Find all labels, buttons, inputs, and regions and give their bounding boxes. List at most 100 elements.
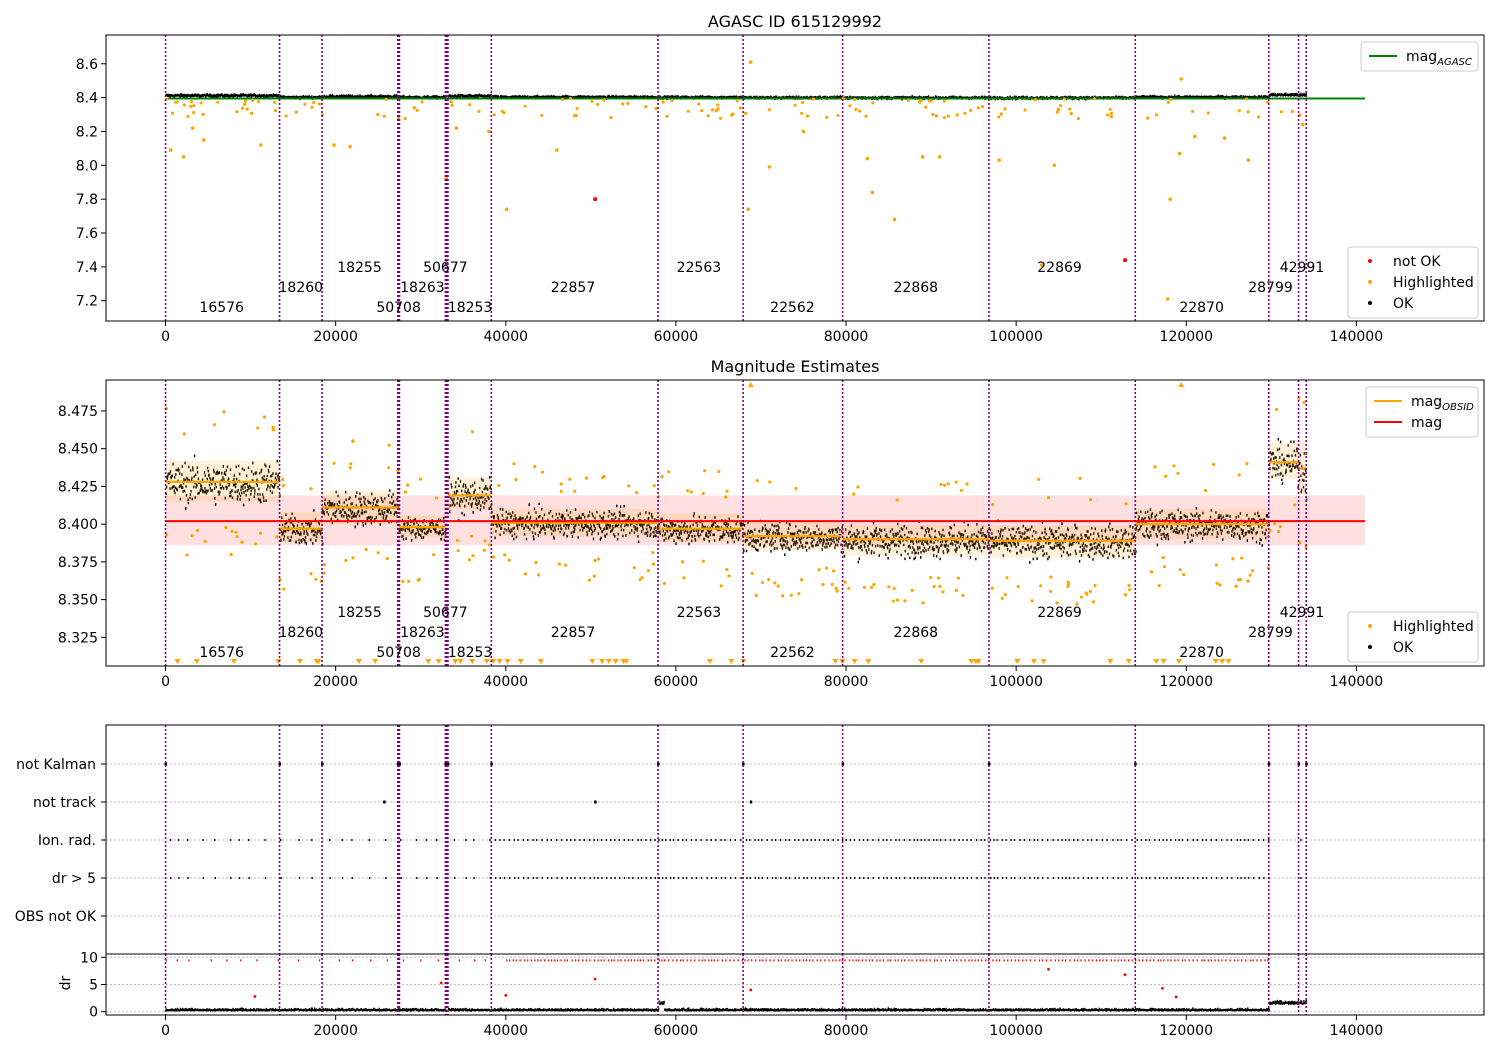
panel2-legend-label: mag (1411, 415, 1442, 431)
panel1-highlighted-point (560, 97, 565, 102)
panel1-highlighted-point (731, 112, 735, 116)
panel2-highlighted-point (1240, 556, 1244, 560)
panel2-highlighted-point (660, 475, 664, 479)
panel1-highlighted-point (934, 114, 939, 118)
panel2-obsid-label: 16576 (199, 645, 244, 661)
panel1-highlighted-point (251, 98, 255, 102)
panel1-highlighted-point (800, 111, 804, 115)
panel2-offscale-marker (504, 659, 511, 664)
panel2-highlighted-point (432, 553, 436, 557)
panel2-highlighted-point (559, 489, 563, 493)
panel1-highlighted-point (976, 106, 980, 110)
panel2-highlighted-point (773, 581, 777, 585)
panel1-highlighted-point (348, 144, 352, 149)
panel1-highlighted-point (190, 126, 195, 130)
panel1-obsid-label: 50677 (423, 260, 468, 276)
panel1-highlighted-point (396, 116, 401, 120)
panel1-highlighted-point (235, 110, 239, 114)
panel2-highlighted-point (1218, 583, 1222, 587)
panel2-highlighted-point (651, 562, 655, 566)
panel2-highlighted-point (229, 552, 233, 557)
panel2-highlighted-point (385, 556, 389, 561)
panel2-obsid-label: 18260 (279, 625, 324, 641)
panel2-highlighted-point (651, 550, 655, 555)
panel2-highlighted-point (195, 528, 200, 533)
panel2-highlighted-point (185, 553, 189, 557)
panel1-highlighted-point (1076, 116, 1081, 121)
panel2-highlighted-point (727, 574, 731, 578)
panel1-highlighted-point (1105, 113, 1110, 117)
panel3-not-kalman-point (1297, 762, 1301, 766)
panel1-highlighted-point (1058, 104, 1063, 108)
panel2-offscale-marker (918, 659, 925, 664)
panel3-not-kalman-point (490, 762, 493, 766)
panel1-highlighted-point (1301, 122, 1305, 127)
panel2-highlighted-point (396, 469, 400, 473)
panel2-ytick-label: 8.350 (58, 593, 98, 609)
panel2-highlighted-point (852, 492, 856, 496)
panel1-highlighted-point (1169, 97, 1173, 102)
panel3-not-kalman-point (446, 762, 450, 766)
panel2-highlighted-point (794, 486, 798, 491)
panel1-highlighted-point (317, 102, 321, 106)
panel1-highlighted-point (1244, 97, 1249, 101)
panel2-offscale-marker (275, 659, 282, 664)
panel2-highlighted-point (932, 584, 936, 589)
panel2-legend-box (1365, 386, 1479, 438)
panel3-not-track-point (594, 800, 597, 804)
panel2-highlighted-point (965, 482, 969, 486)
panel2-offscale-marker (1030, 659, 1037, 664)
panel2-highlighted-point (348, 466, 352, 470)
panel1-highlighted-point (500, 109, 504, 113)
panel2-ytick-label: 8.475 (58, 404, 98, 420)
panel1-highlighted-point (175, 100, 179, 104)
panel2-highlighted-point (1153, 465, 1157, 469)
panel2-xtick-label: 140000 (1330, 674, 1383, 690)
panel1-highlighted-point (735, 99, 739, 103)
panel4-ytick-label: 5 (89, 978, 98, 994)
panel2-highlighted-point (843, 580, 847, 584)
panel1-obsid-label: 22562 (770, 300, 815, 316)
panel2-highlighted-point (830, 582, 834, 587)
panel2-highlighted-point (872, 583, 876, 587)
panel1-highlighted-point (942, 99, 946, 103)
panel2-highlighted-point (938, 584, 942, 588)
panel2-highlighted-point (627, 484, 631, 488)
panel2-offscale-marker (1160, 659, 1167, 664)
panel2-highlighted-point (349, 462, 353, 466)
panel1-highlighted-point (748, 60, 753, 64)
panel3-not-track-point (383, 800, 386, 804)
panel2-highlighted-point (314, 577, 318, 581)
panel1-highlighted-point (170, 111, 175, 115)
panel1-highlighted-point (942, 116, 947, 120)
panel1-highlighted-point (1056, 107, 1061, 111)
panel1-highlighted-point (192, 104, 196, 108)
panel2-highlighted-point (534, 561, 538, 565)
panel34-axes: not Kalman not track Ion. rad. dr > 5 OBS no… (15, 757, 1383, 1039)
panel2-highlighted-point (1251, 569, 1255, 573)
panel1-highlighted-point (767, 108, 771, 112)
panel2-highlighted-point (282, 587, 286, 591)
panel2-offscale-marker (296, 659, 303, 664)
panel1-xtick-label: 40000 (484, 329, 529, 345)
panel2-highlighted-point (1293, 503, 1297, 507)
panel2-highlighted-point (1248, 573, 1252, 577)
panel1-obsid-label: 22870 (1179, 300, 1224, 316)
panel2-highlighted-point (364, 547, 368, 552)
panel1-highlighted-point (697, 102, 701, 106)
panel2-highlighted-point (596, 557, 601, 561)
panel1-highlighted-point (1108, 107, 1112, 111)
panel2-offscale-marker (496, 659, 503, 664)
panel2-highlighted-point (1003, 593, 1007, 597)
panel2-highlighted-point (1172, 464, 1176, 468)
panel1-highlighted-point (602, 98, 606, 102)
panel1-ytick-label: 8.0 (76, 158, 98, 174)
panel2-obsid-label: 18263 (400, 625, 445, 641)
panel1-highlighted-point (801, 101, 805, 105)
panel1-highlighted-point (937, 155, 942, 159)
panel2-highlighted-point (821, 582, 825, 587)
panel2-highlighted-point (1231, 557, 1235, 561)
panel2-highlighted-point (1085, 592, 1089, 596)
panel1-highlighted-point (273, 100, 277, 104)
